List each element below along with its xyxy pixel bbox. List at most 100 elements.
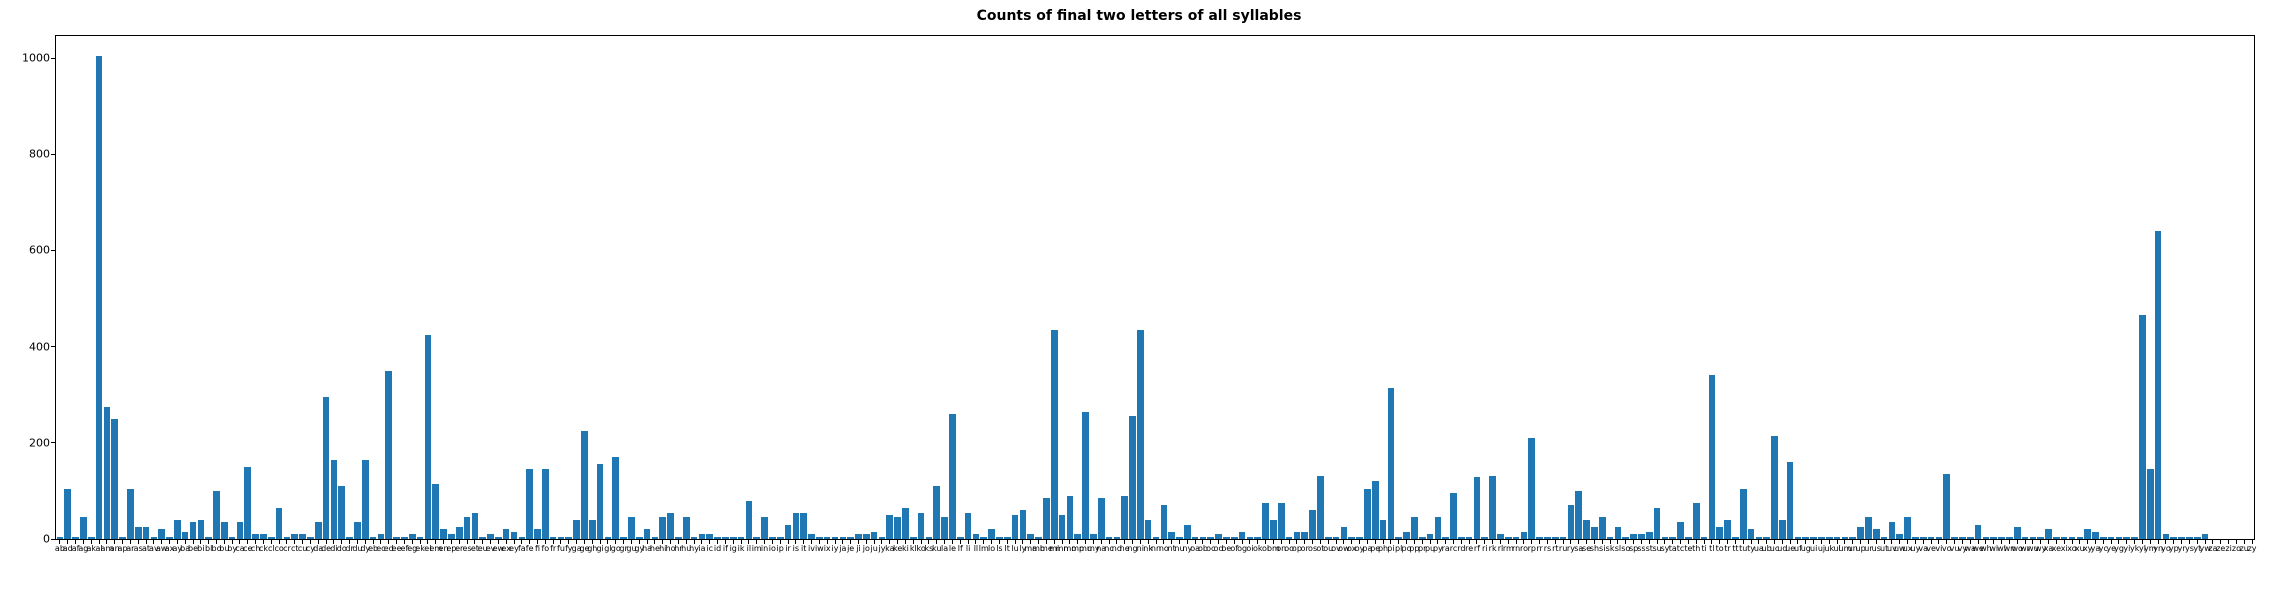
xtick-label: pi (1387, 539, 1394, 553)
bar (440, 529, 447, 539)
bar (581, 431, 588, 539)
xtick-label: tt (1732, 539, 1738, 553)
xtick-label: lu (1011, 539, 1018, 553)
bar (503, 529, 510, 539)
xtick-label: fr (550, 539, 556, 553)
xtick-label: ze (2216, 539, 2225, 553)
xtick-label: lt (1005, 539, 1010, 553)
bar (1317, 476, 1324, 539)
xtick-label: ss (1637, 539, 1645, 553)
bar (472, 513, 479, 539)
bar (526, 469, 533, 539)
bar (1740, 489, 1747, 540)
bar (1380, 520, 1387, 539)
bar (628, 517, 635, 539)
bar (793, 513, 800, 539)
bar (1129, 416, 1136, 539)
bar (1450, 493, 1457, 539)
bar (1654, 508, 1661, 539)
bar (1583, 520, 1590, 539)
xtick-label: ja (839, 539, 846, 553)
bar (1975, 525, 1982, 539)
bar (1043, 498, 1050, 539)
bar (1067, 496, 1074, 539)
bar (871, 532, 878, 539)
bar (534, 529, 541, 539)
bar (1082, 412, 1089, 539)
bar (1489, 476, 1496, 539)
bar (894, 517, 901, 539)
xtick-label: ui (1810, 539, 1817, 553)
xtick-label: ic (706, 539, 713, 553)
xtick-label: il (747, 539, 751, 553)
xtick-label: lf (958, 539, 963, 553)
xtick-label: in (761, 539, 768, 553)
bar (683, 517, 690, 539)
bar (1889, 522, 1896, 539)
bar (988, 529, 995, 539)
xtick-label: sk (1606, 539, 1615, 553)
xtick-label: ra (1442, 539, 1450, 553)
bar (1787, 462, 1794, 539)
xtick-label: id (714, 539, 721, 553)
xtick-label: to (1716, 539, 1724, 553)
bar (2084, 529, 2091, 539)
bar (80, 517, 87, 539)
xtick-label: tl (1709, 539, 1714, 553)
xtick-label: ix (824, 539, 831, 553)
bar (362, 460, 369, 539)
xtick-label: it (801, 539, 806, 553)
xtick-label: xe (2052, 539, 2061, 553)
bar (385, 371, 392, 539)
bar (111, 419, 118, 539)
bar (158, 529, 165, 539)
bar (237, 522, 244, 539)
bar (1137, 330, 1144, 539)
bar (2147, 469, 2154, 539)
xtick-label: yk (2130, 539, 2139, 553)
bar (902, 508, 909, 539)
bar (315, 522, 322, 539)
bar (2014, 527, 2021, 539)
ytick-label: 400 (29, 340, 56, 353)
bar (354, 522, 361, 539)
bar (1724, 520, 1731, 539)
bar (1372, 481, 1379, 539)
bar (644, 529, 651, 539)
xtick-label: cr (283, 539, 291, 553)
bar (198, 520, 205, 539)
bar (104, 407, 111, 539)
xtick-label: bi (197, 539, 204, 553)
bar (659, 517, 666, 539)
bar (464, 517, 471, 539)
bar (338, 486, 345, 539)
bar (182, 532, 189, 539)
bar (800, 513, 807, 539)
bar (941, 517, 948, 539)
xtick-label: fo (541, 539, 549, 553)
bar (1364, 489, 1371, 540)
bar (511, 532, 518, 539)
xtick-label: ti (1701, 539, 1706, 553)
xtick-label: rs (1544, 539, 1551, 553)
bar (425, 335, 432, 539)
bar (667, 513, 674, 539)
xtick-label: ck (259, 539, 268, 553)
xtick-label: ia (698, 539, 705, 553)
bar (1873, 529, 1880, 539)
xtick-label: ik (738, 539, 745, 553)
bar (2155, 231, 2162, 539)
xtick-label: zi (2225, 539, 2231, 553)
bar (1388, 388, 1395, 540)
xtick-label: le (949, 539, 956, 553)
xtick-label: iy (832, 539, 839, 553)
bar (2139, 315, 2146, 539)
bar (1646, 532, 1653, 539)
bar (761, 517, 768, 539)
bar (965, 513, 972, 539)
bar (1270, 520, 1277, 539)
bar (213, 491, 220, 539)
bar (127, 489, 134, 540)
xtick-label: th (1692, 539, 1700, 553)
xtick-label: ki (902, 539, 909, 553)
